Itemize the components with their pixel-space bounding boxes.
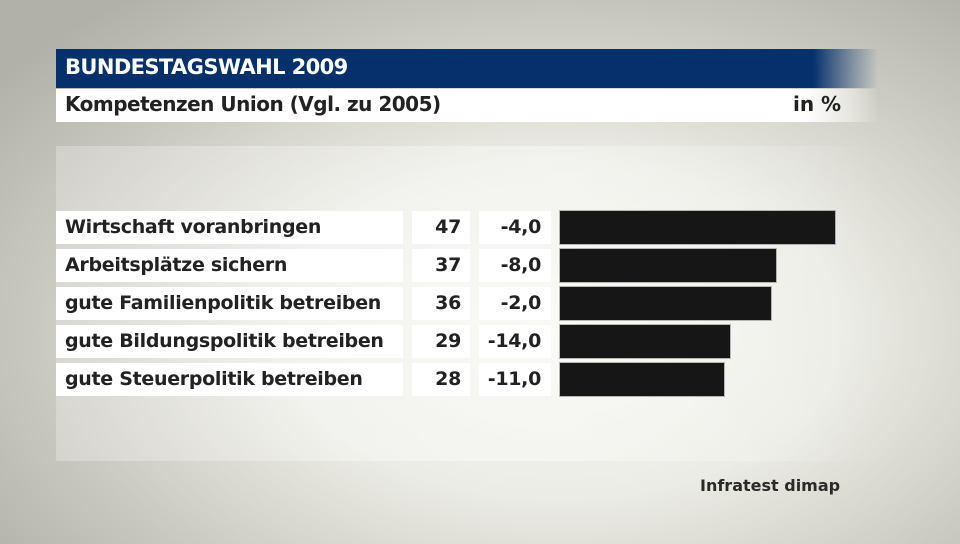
row-label: gute Bildungspolitik betreiben [56,325,403,358]
source-label: Infratest dimap [700,476,841,495]
row-change: -4,0 [479,211,551,244]
chart-subtitle: Kompetenzen Union (Vgl. zu 2005) [65,92,441,116]
table-row: gute Familienpolitik betreiben 36 -2,0 [56,287,856,320]
row-value: 47 [412,211,470,244]
row-change: -8,0 [479,249,551,282]
row-change: -14,0 [479,325,551,358]
unit-label: in % [793,92,842,116]
bar [560,287,771,320]
bar [560,363,724,396]
subtitle-bar: Kompetenzen Union (Vgl. zu 2005) in % [56,89,878,122]
row-change: -11,0 [479,363,551,396]
chart-title: BUNDESTAGSWAHL 2009 [65,55,348,79]
title-bar: BUNDESTAGSWAHL 2009 [56,49,878,88]
bar [560,211,835,244]
row-value: 29 [412,325,470,358]
row-label: Arbeitsplätze sichern [56,249,403,282]
row-value: 37 [412,249,470,282]
row-change: -2,0 [479,287,551,320]
bar [560,249,776,282]
row-label: gute Steuerpolitik betreiben [56,363,403,396]
row-label: Wirtschaft voranbringen [56,211,403,244]
table-row: gute Bildungspolitik betreiben 29 -14,0 [56,325,856,358]
bar [560,325,730,358]
row-label: gute Familienpolitik betreiben [56,287,403,320]
table-row: gute Steuerpolitik betreiben 28 -11,0 [56,363,856,396]
row-value: 36 [412,287,470,320]
table-row: Wirtschaft voranbringen 47 -4,0 [56,211,856,244]
table-row: Arbeitsplätze sichern 37 -8,0 [56,249,856,282]
row-value: 28 [412,363,470,396]
